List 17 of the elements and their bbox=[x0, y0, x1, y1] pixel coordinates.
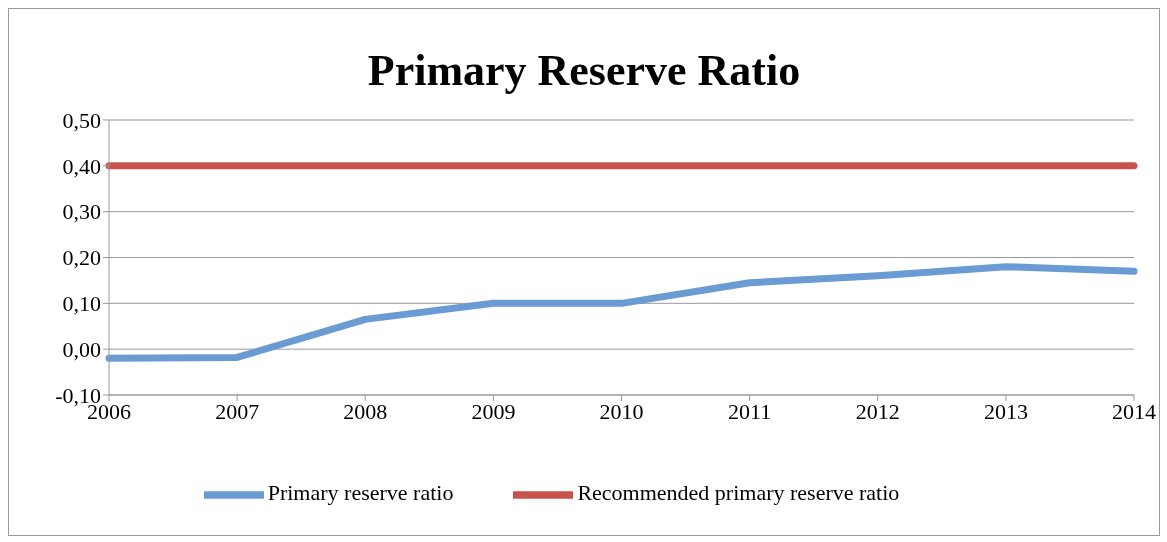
x-tick-label: 2012 bbox=[855, 398, 900, 424]
legend-label: Recommended primary reserve ratio bbox=[577, 480, 900, 506]
chart-title: Primary Reserve Ratio bbox=[366, 45, 802, 97]
y-tick-label: 0,20 bbox=[62, 245, 101, 271]
y-tick-label: 0,30 bbox=[62, 199, 101, 225]
x-tick-label: 2010 bbox=[599, 398, 644, 424]
x-tick-label: 2014 bbox=[1112, 398, 1156, 424]
x-tick-label: 2008 bbox=[343, 398, 388, 424]
x-tick-label: 2009 bbox=[471, 398, 516, 424]
y-tick-label: 0,00 bbox=[62, 336, 101, 362]
y-tick-label: 0,10 bbox=[62, 291, 101, 317]
y-tick-label: 0,40 bbox=[62, 153, 101, 179]
x-tick-label: 2013 bbox=[983, 398, 1028, 424]
x-tick-label: 2007 bbox=[215, 398, 260, 424]
x-tick-label: 2011 bbox=[728, 398, 772, 424]
legend-label: Primary reserve ratio bbox=[267, 480, 454, 506]
y-tick-label: 0,50 bbox=[62, 107, 101, 133]
